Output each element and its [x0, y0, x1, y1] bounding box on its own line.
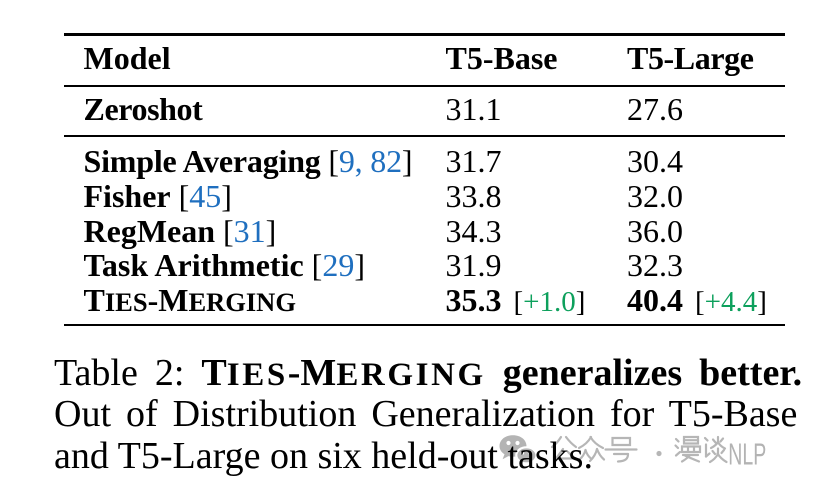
svg-text:NLP: NLP	[728, 438, 766, 472]
